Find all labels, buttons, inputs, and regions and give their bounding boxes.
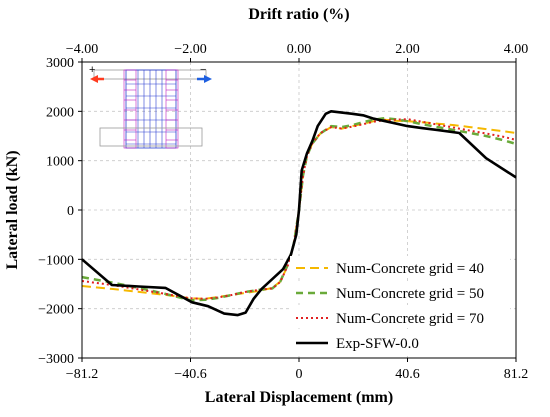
inset-left-arrow-icon <box>90 75 98 83</box>
legend-label: Exp-SFW-0.0 <box>336 336 419 352</box>
series-line-4 <box>81 110 517 317</box>
y-tick-label: 0 <box>67 204 74 219</box>
x2-tick-label: −4.00 <box>66 42 98 57</box>
legend-label: Num-Concrete grid = 70 <box>336 311 484 327</box>
x-tick-label: 81.2 <box>504 367 529 382</box>
legend-bg <box>290 331 510 353</box>
x2-tick-label: −2.00 <box>174 42 206 57</box>
legend-bg <box>290 281 510 303</box>
legend-bg <box>290 306 510 328</box>
inset-wall-body <box>125 69 177 149</box>
inset-plus-sign: + <box>89 64 95 76</box>
inset-foundation <box>99 127 203 147</box>
x-tick-label: −40.6 <box>174 367 206 382</box>
x-tick-label: 0 <box>296 367 303 382</box>
shear-wall-schematic: + − <box>89 64 212 149</box>
y-tick-label: −1000 <box>38 253 74 268</box>
legend: Num-Concrete grid = 40 Num-Concrete grid … <box>290 256 510 353</box>
x-tick-label: 40.6 <box>395 367 420 382</box>
inset-right-arrow-icon <box>204 75 212 83</box>
x-axis-title: Lateral Displacement (mm) <box>205 389 393 406</box>
y-tick-label: 2000 <box>46 105 74 120</box>
legend-label: Num-Concrete grid = 40 <box>336 261 484 277</box>
x-tick-label: −81.2 <box>66 367 98 382</box>
y-tick-label: 3000 <box>46 56 74 71</box>
legend-bg <box>290 256 510 278</box>
y-axis-title: Lateral load (kN) <box>4 150 21 269</box>
x2-tick-label: 4.00 <box>504 42 529 57</box>
legend-label: Num-Concrete grid = 50 <box>336 286 484 302</box>
y-tick-label: 1000 <box>46 155 74 170</box>
y-tick-label: −3000 <box>38 352 74 367</box>
y-tick-label: −2000 <box>38 303 74 318</box>
axes: −81.2 −40.6 0 40.6 81.2 −4.00 −2.00 0.00 2.00 4.0… <box>38 42 528 382</box>
series-lines <box>81 110 517 317</box>
x2-axis-title: Drift ratio (%) <box>248 6 349 23</box>
x2-tick-label: 2.00 <box>395 42 420 57</box>
series-line-3 <box>81 118 517 300</box>
x2-tick-label: 0.00 <box>287 42 312 57</box>
